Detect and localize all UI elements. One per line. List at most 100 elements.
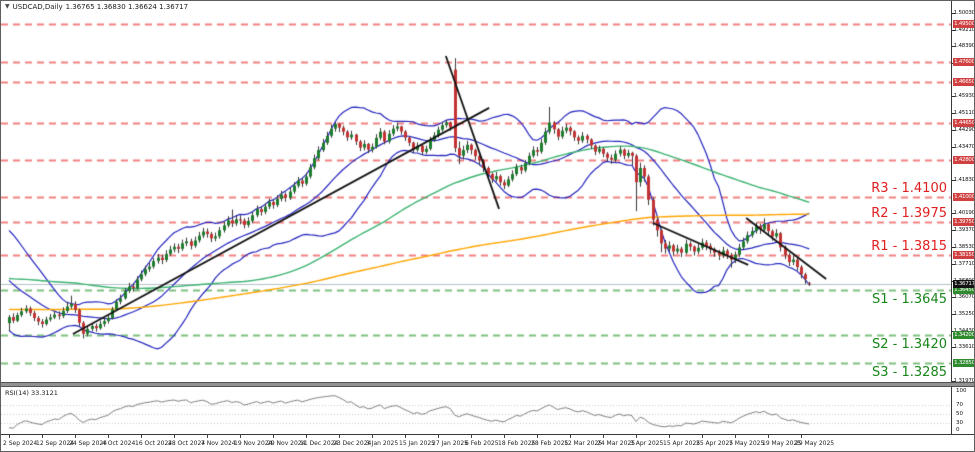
time-axis-label: 6 Feb 2025 <box>465 440 499 447</box>
ohlc-quote-label: 1.36765 1.36830 1.36624 1.36717 <box>65 3 189 11</box>
price-tick-mark <box>952 264 955 265</box>
time-tick-mark <box>504 435 505 438</box>
time-tick-mark <box>42 435 43 438</box>
time-tick-mark <box>570 435 571 438</box>
symbol-period-label: USDCAD,Daily <box>12 3 63 11</box>
time-axis-label: 24 Mar 2025 <box>597 440 636 447</box>
price-badge-support: 1.34200 <box>953 331 975 339</box>
time-axis-label: 29 Nov 2024 <box>267 440 306 447</box>
time-tick-mark <box>273 435 274 438</box>
price-tick-label: 1.33610 <box>953 344 975 350</box>
price-tick-mark <box>952 13 955 14</box>
time-tick-mark <box>306 435 307 438</box>
time-tick-mark <box>207 435 208 438</box>
time-tick-mark <box>471 435 472 438</box>
time-axis-label: 4 Oct 2024 <box>102 440 136 447</box>
price-tick-mark <box>952 130 955 131</box>
price-axis: 1.500301.492101.483901.475701.459301.451… <box>951 1 975 434</box>
time-tick-mark <box>75 435 76 438</box>
price-tick-label: 1.43470 <box>953 144 975 150</box>
resistance-label-r2[interactable]: R2 - 1.3975 <box>871 206 947 222</box>
rsi-indicator-label: RSI(14) 33.3121 <box>5 389 58 397</box>
price-tick-mark <box>952 314 955 315</box>
pane-resize-separator[interactable] <box>1 382 974 387</box>
time-axis-label: 2 Sep 2024 <box>3 440 38 447</box>
time-tick-mark <box>735 435 736 438</box>
price-tick-label: 1.49210 <box>953 27 975 33</box>
price-tick-mark <box>952 147 955 148</box>
price-tick-mark <box>952 180 955 181</box>
price-tick-label: 1.35250 <box>953 311 975 317</box>
time-axis-label: 11 Dec 2024 <box>300 440 339 447</box>
resistance-label-r1[interactable]: R1 - 1.3815 <box>871 238 947 254</box>
price-tick-label: 1.45110 <box>953 110 975 116</box>
time-tick-mark <box>9 435 10 438</box>
time-axis-label: 29 May 2025 <box>795 440 835 447</box>
time-tick-mark <box>339 435 340 438</box>
time-axis-label: 24 Sep 2024 <box>69 440 108 447</box>
support-label-s3[interactable]: S3 - 1.3285 <box>872 364 947 380</box>
resistance-label-r3[interactable]: R3 - 1.4100 <box>871 180 947 196</box>
rsi-name: RSI(14) <box>5 389 29 397</box>
price-tick-label: 1.45930 <box>953 93 975 99</box>
time-axis-label: 3 Jan 2025 <box>366 440 399 447</box>
time-axis-label: 28 Feb 2025 <box>531 440 569 447</box>
time-tick-mark <box>603 435 604 438</box>
price-badge-resistance: 1.49500 <box>953 20 975 28</box>
time-tick-mark <box>438 435 439 438</box>
time-axis-label: 25 Apr 2025 <box>696 440 734 447</box>
chart-title-bar: ▼ USDCAD,Daily 1.36765 1.36830 1.36624 1… <box>5 3 188 11</box>
price-tick-mark <box>952 381 955 382</box>
price-badge-resistance: 1.42800 <box>953 156 975 164</box>
time-axis-label: 7 May 2025 <box>729 440 765 447</box>
price-tick-mark <box>952 230 955 231</box>
price-badge-resistance: 1.44650 <box>953 119 975 127</box>
rsi-indicator-canvas[interactable] <box>1 387 951 434</box>
support-label-s1[interactable]: S1 - 1.3645 <box>872 291 947 307</box>
time-axis-label: 3 Apr 2025 <box>630 440 664 447</box>
chart-menu-triangle-icon[interactable]: ▼ <box>5 3 10 10</box>
price-tick-mark <box>952 347 955 348</box>
price-tick-mark <box>952 213 955 214</box>
rsi-value: 33.3121 <box>30 389 58 397</box>
price-tick-label: 1.41830 <box>953 177 975 183</box>
price-tick-mark <box>952 247 955 248</box>
time-axis-label: 23 Dec 2024 <box>333 440 372 447</box>
time-tick-mark <box>141 435 142 438</box>
price-badge-support: 1.32850 <box>953 359 975 367</box>
price-tick-mark <box>952 96 955 97</box>
time-tick-mark <box>702 435 703 438</box>
time-axis-label: 18 Feb 2025 <box>498 440 536 447</box>
price-badge-support: 1.36450 <box>953 286 975 294</box>
price-tick-label: 1.38530 <box>953 244 975 250</box>
time-tick-mark <box>801 435 802 438</box>
time-tick-mark <box>537 435 538 438</box>
time-tick-mark <box>405 435 406 438</box>
price-badge-resistance: 1.39750 <box>953 218 975 226</box>
time-tick-mark <box>768 435 769 438</box>
price-tick-label: 1.39370 <box>953 227 975 233</box>
time-axis-label: 27 Jan 2025 <box>432 440 468 447</box>
rsi-scale-label: 50 <box>956 410 963 417</box>
price-badge-resistance: 1.41000 <box>953 193 975 201</box>
time-axis-label: 19 Nov 2024 <box>234 440 273 447</box>
main-chart-canvas[interactable] <box>1 1 951 386</box>
time-axis-label: 7 Nov 2024 <box>201 440 236 447</box>
time-tick-mark <box>174 435 175 438</box>
support-label-s2[interactable]: S2 - 1.3420 <box>872 337 947 353</box>
price-badge-resistance: 1.47600 <box>953 58 975 66</box>
rsi-scale-label: 70 <box>956 401 963 408</box>
price-tick-label: 1.48390 <box>953 43 975 49</box>
time-axis-label: 15 Jan 2025 <box>399 440 435 447</box>
rsi-scale-label: 30 <box>956 419 963 426</box>
time-axis-label: 19 May 2025 <box>762 440 802 447</box>
time-axis[interactable]: 2 Sep 2024 12 Sep 2024 24 Sep 2024 4 Oct 20… <box>1 434 974 451</box>
time-axis-label: 12 Sep 2024 <box>36 440 75 447</box>
price-tick-label: 1.36070 <box>953 294 975 300</box>
time-tick-mark <box>240 435 241 438</box>
time-tick-mark <box>372 435 373 438</box>
price-badge-current: 1.36717 <box>953 280 975 288</box>
time-axis-label: 12 Mar 2025 <box>564 440 603 447</box>
price-tick-label: 1.44290 <box>953 127 975 133</box>
